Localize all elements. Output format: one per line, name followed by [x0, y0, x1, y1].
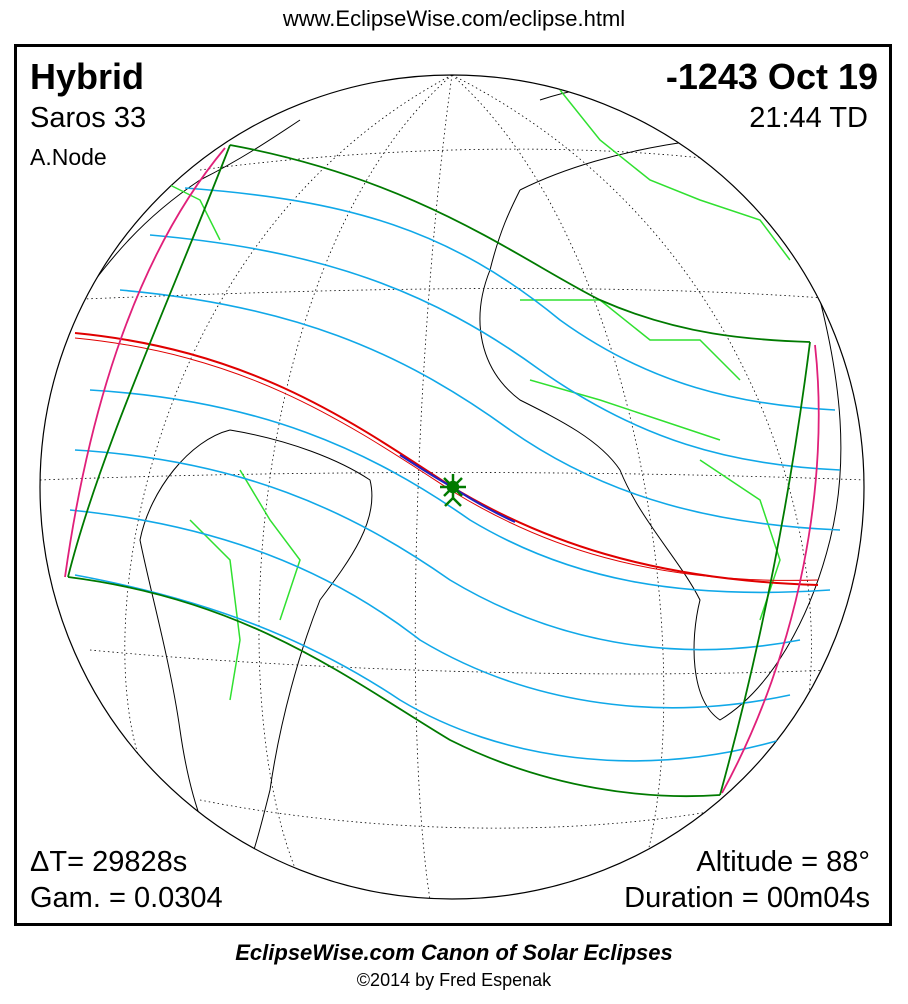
gamma: Gam. = 0.0304	[30, 882, 223, 914]
node: A.Node	[30, 144, 107, 170]
saros-number: Saros 33	[30, 102, 147, 134]
greatest-eclipse-marker	[440, 474, 466, 507]
map-frame	[14, 44, 892, 926]
eclipse-type: Hybrid	[30, 56, 145, 97]
eclipse-date: -1243 Oct 19	[665, 56, 878, 97]
penumbral-limits	[67, 144, 811, 798]
delta-t: ΔT= 29828s	[30, 846, 188, 878]
canon-title: EclipseWise.com Canon of Solar Eclipses	[235, 940, 673, 965]
altitude: Altitude = 88°	[696, 846, 870, 878]
eclipse-time: 21:44 TD	[749, 102, 868, 134]
hourly-lines	[69, 187, 841, 762]
source-url: www.EclipseWise.com/eclipse.html	[282, 6, 626, 31]
duration: Duration = 00m04s	[624, 882, 870, 914]
copyright: ©2014 by Fred Espenak	[356, 970, 552, 990]
limb-curves	[64, 147, 820, 794]
